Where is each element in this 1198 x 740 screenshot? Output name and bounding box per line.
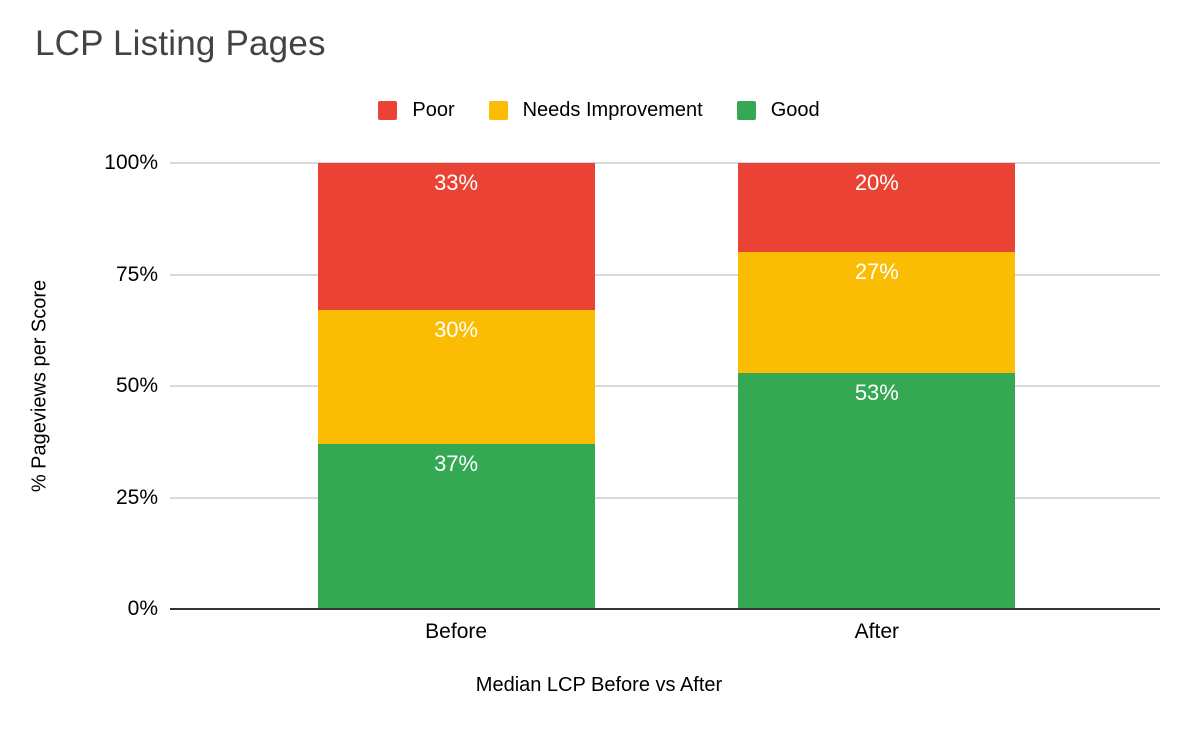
y-axis-tick-label: 25% <box>115 485 158 509</box>
bar-segment-value-label: 33% <box>434 170 479 196</box>
plot-area: 33% 30% 37% 20% 27% 53% <box>170 162 1160 610</box>
legend-item-good[interactable]: Good <box>736 99 820 122</box>
bar-before: 33% 30% 37% <box>317 163 595 609</box>
bar-segment-good-before[interactable]: 37% <box>317 443 595 609</box>
legend-swatch-icon <box>488 101 508 120</box>
y-axis-tick-label: 100% <box>104 151 158 174</box>
gridline <box>170 273 1160 276</box>
gridline <box>170 385 1160 387</box>
gridline <box>170 162 1160 164</box>
legend-swatch-icon <box>378 101 398 120</box>
bar-segment-value-label: 20% <box>854 170 899 196</box>
y-axis-tick-label: 50% <box>115 374 158 397</box>
y-axis-tick-labels: 0% 25% 50% 75% 100% <box>0 152 158 620</box>
bar-segment-poor-after[interactable]: 20% <box>738 163 1016 253</box>
gridline <box>170 496 1160 499</box>
x-axis-category-label: After <box>854 620 900 643</box>
x-axis-category-labels: Before After <box>170 620 1160 646</box>
legend-item-needs-improvement[interactable]: Needs Improvement <box>488 99 703 122</box>
bar-after: 20% 27% 53% <box>738 163 1016 609</box>
legend-label: Needs Improvement <box>522 99 703 121</box>
legend-item-poor[interactable]: Poor <box>378 99 455 122</box>
x-axis-category-label: Before <box>425 620 488 643</box>
bar-segment-value-label: 37% <box>434 450 479 476</box>
bar-segment-value-label: 27% <box>854 259 899 285</box>
x-axis-title: Median LCP Before vs After <box>475 674 723 696</box>
legend-label: Poor <box>412 99 455 121</box>
chart-title: LCP Listing Pages <box>35 24 326 63</box>
legend-label: Good <box>770 99 820 121</box>
legend-swatch-icon <box>736 101 756 120</box>
bar-segment-needs-improvement-before[interactable]: 30% <box>317 310 595 444</box>
y-axis-tick-label: 0% <box>127 597 158 620</box>
bar-segment-value-label: 30% <box>434 317 479 343</box>
y-axis-tick-label: 75% <box>115 262 158 286</box>
legend: Poor Needs Improvement Good <box>0 99 1198 122</box>
bar-segment-good-after[interactable]: 53% <box>738 372 1016 609</box>
bar-segment-poor-before[interactable]: 33% <box>317 163 595 311</box>
bar-segment-needs-improvement-after[interactable]: 27% <box>738 252 1016 373</box>
x-axis-line <box>170 608 1160 610</box>
bar-segment-value-label: 53% <box>854 379 899 405</box>
